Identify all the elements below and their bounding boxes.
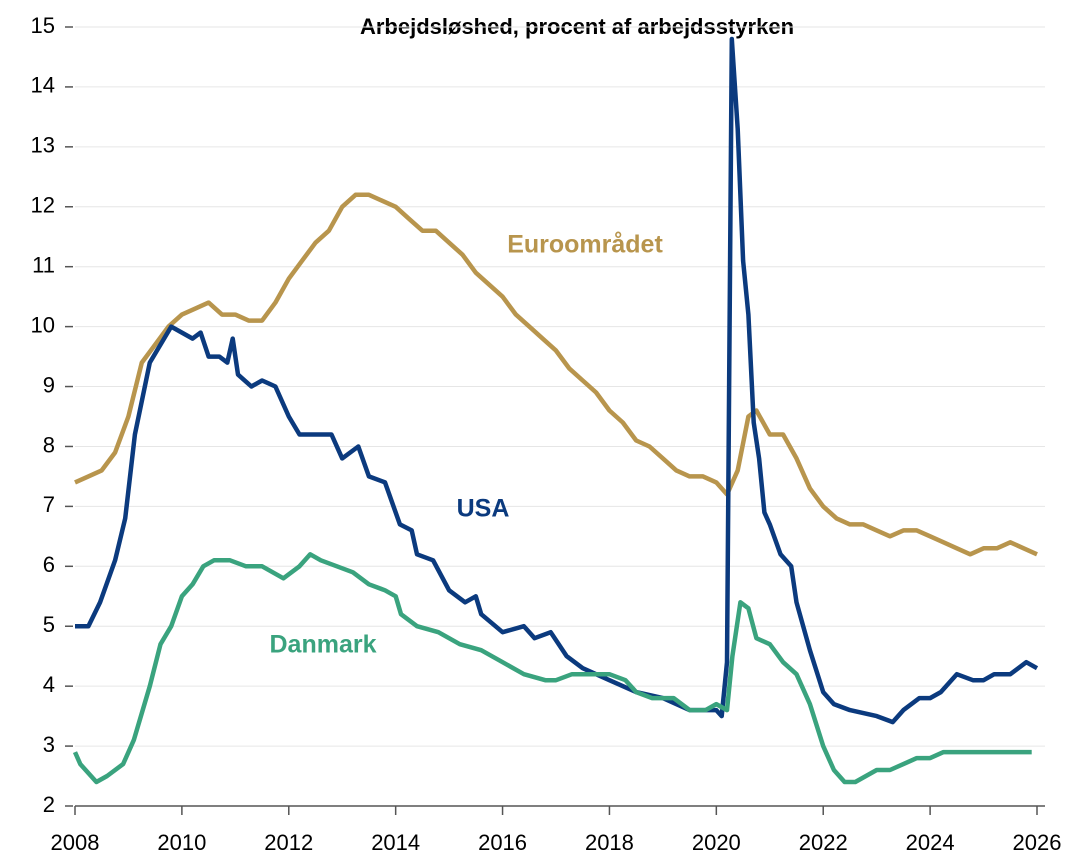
y-tick-label: 10	[31, 312, 55, 337]
x-tick-label: 2018	[585, 830, 634, 855]
x-tick-label: 2014	[371, 830, 420, 855]
x-tick-label: 2020	[692, 830, 741, 855]
x-tick-label: 2022	[799, 830, 848, 855]
line-series	[74, 192, 1038, 557]
series-label: Danmark	[270, 631, 377, 659]
y-tick-label: 12	[31, 193, 55, 218]
y-tick-label: 6	[43, 552, 55, 577]
series-label: Euroområdet	[507, 231, 663, 259]
x-tick-label: 2012	[264, 830, 313, 855]
x-tick-label: 2016	[478, 830, 527, 855]
line-series	[75, 36, 1039, 725]
series-label: USA	[457, 495, 510, 523]
y-tick-label: 14	[31, 73, 55, 98]
y-tick-label: 13	[31, 133, 55, 158]
y-tick-label: 11	[32, 253, 55, 278]
y-tick-label: 3	[43, 732, 55, 757]
y-tick-label: 15	[31, 13, 55, 38]
line-series	[72, 552, 1032, 785]
y-tick-label: 9	[43, 372, 55, 397]
chart-title: Arbejdsløshed, procent af arbejdsstyrken	[360, 14, 794, 39]
x-tick-label: 2026	[1013, 830, 1062, 855]
y-tick-label: 7	[43, 492, 55, 517]
x-tick-label: 2024	[906, 830, 955, 855]
y-tick-label: 2	[43, 792, 55, 817]
y-tick-label: 4	[43, 672, 55, 697]
y-tick-label: 8	[43, 432, 55, 457]
x-tick-label: 2008	[51, 830, 100, 855]
x-tick-label: 2010	[157, 830, 206, 855]
y-tick-label: 5	[43, 612, 55, 637]
